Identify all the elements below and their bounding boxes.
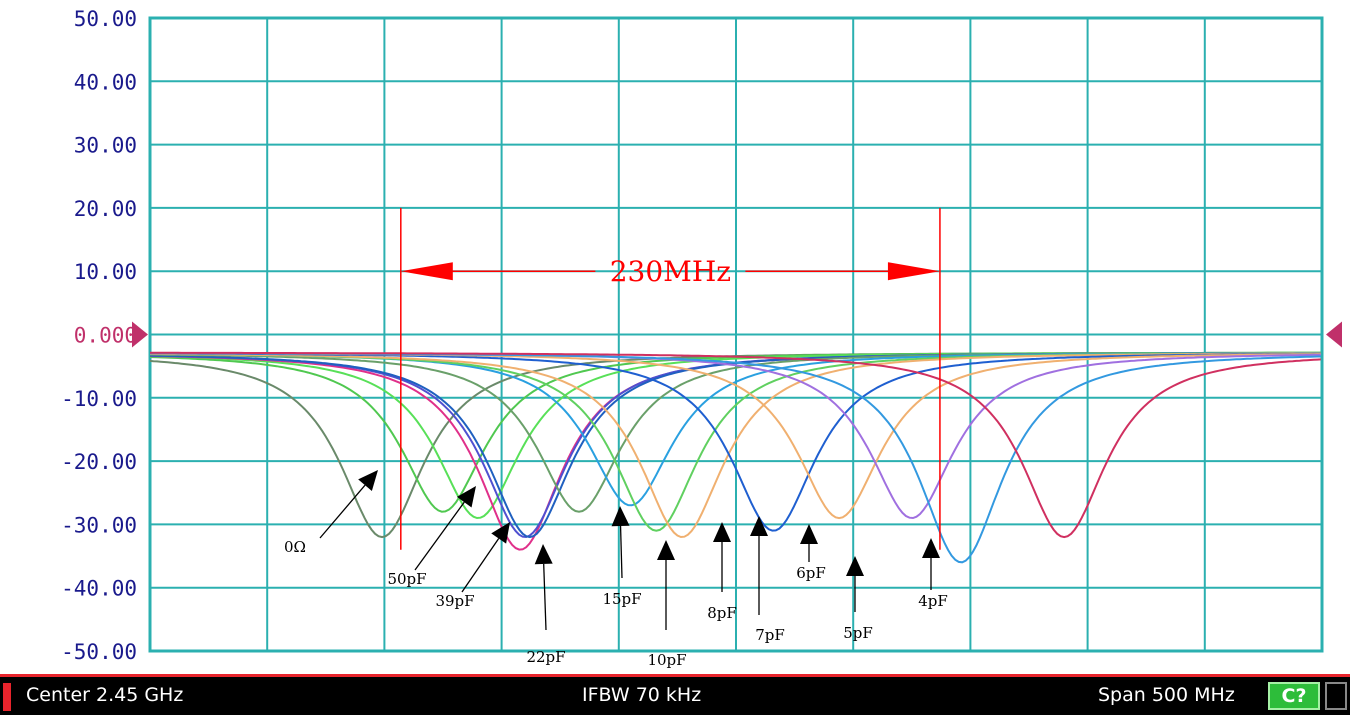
reference-markers xyxy=(132,321,1342,348)
callout-8pF-arrow-head xyxy=(713,522,731,542)
reference-level-marker-right xyxy=(1326,321,1342,348)
callout-7pF-label: 7pF xyxy=(755,626,785,644)
callout-zero-ohm-arrow-head xyxy=(358,470,378,492)
callout-22pF-arrow-head xyxy=(534,544,553,565)
callout-6pF-label: 6pF xyxy=(796,564,826,582)
callout-zero-ohm-arrow-shaft xyxy=(319,484,366,539)
status-bar: Center 2.45 GHz IFBW 70 kHz Span 500 MHz… xyxy=(0,677,1350,715)
callout-6pF-arrow-head xyxy=(800,524,818,544)
y-tick-label: -10.00 xyxy=(61,387,137,411)
callout-zero-ohm-label: 0Ω xyxy=(284,538,306,556)
status-extra-box xyxy=(1325,682,1347,710)
frequency-span[interactable]: Span 500 MHz xyxy=(1098,684,1235,706)
callout-10pF-label: 10pF xyxy=(647,651,686,669)
y-tick-label: -50.00 xyxy=(61,640,137,664)
callout-5pF-arrow-head xyxy=(846,556,864,576)
reference-level-marker-left xyxy=(132,321,148,348)
callout-50pF-label: 50pF xyxy=(387,570,426,588)
callout-15pF-arrow-shaft xyxy=(619,525,623,579)
callout-15pF-arrow-head xyxy=(611,506,630,527)
active-channel-indicator[interactable] xyxy=(3,683,11,711)
if-bandwidth[interactable]: IFBW 70 kHz xyxy=(582,684,702,706)
callout-5pF-label: 5pF xyxy=(843,624,873,642)
y-tick-label: 10.00 xyxy=(74,260,137,284)
bandwidth-label: 230MHz xyxy=(610,255,731,288)
callout-15pF-label: 15pF xyxy=(602,590,641,608)
callout-10pF-arrow-head xyxy=(657,540,675,560)
callout-7pF-arrow-head xyxy=(750,516,768,536)
callout-39pF-arrow-shaft xyxy=(461,538,500,593)
annotations: 230MHz 0Ω 50pF 39pF 22pF 15pF 10pF 8pF 7pF 6pF 5pF… xyxy=(284,207,948,669)
y-tick-label: -20.00 xyxy=(61,450,137,474)
callout-4pF-arrow-head xyxy=(922,538,940,558)
y-axis-tick-labels: 50.00 40.00 30.00 20.00 10.00 0.000 -10.00 -20.… xyxy=(61,7,137,664)
y-tick-label: -40.00 xyxy=(61,577,137,601)
bandwidth-arrowhead-left xyxy=(400,262,453,281)
y-tick-label: -30.00 xyxy=(61,513,137,537)
y-tick-label: 40.00 xyxy=(74,70,137,94)
callout-50pF-arrow-head xyxy=(456,486,476,508)
trace-4pF xyxy=(150,351,1321,539)
center-frequency[interactable]: Center 2.45 GHz xyxy=(26,684,184,706)
traces xyxy=(149,351,1321,564)
callout-50pF-arrow-shaft xyxy=(414,501,465,571)
callout-39pF-arrow-head xyxy=(491,522,510,544)
calibration-badge[interactable]: C? xyxy=(1268,682,1320,710)
y-tick-label: 30.00 xyxy=(74,134,137,158)
y-tick-label: 0.000 xyxy=(74,324,137,348)
y-tick-label: 20.00 xyxy=(74,197,137,221)
bandwidth-arrowhead-right xyxy=(887,262,940,281)
y-tick-label: 50.00 xyxy=(74,7,137,31)
callout-8pF-label: 8pF xyxy=(707,604,737,622)
trace-10pF xyxy=(149,352,1321,539)
grid xyxy=(148,16,1324,653)
callout-22pF-label: 22pF xyxy=(526,648,565,666)
status-divider xyxy=(0,674,1350,677)
callout-39pF-label: 39pF xyxy=(435,592,474,610)
callout-4pF-label: 4pF xyxy=(918,592,948,610)
callout-22pF-arrow-shaft xyxy=(543,563,547,631)
